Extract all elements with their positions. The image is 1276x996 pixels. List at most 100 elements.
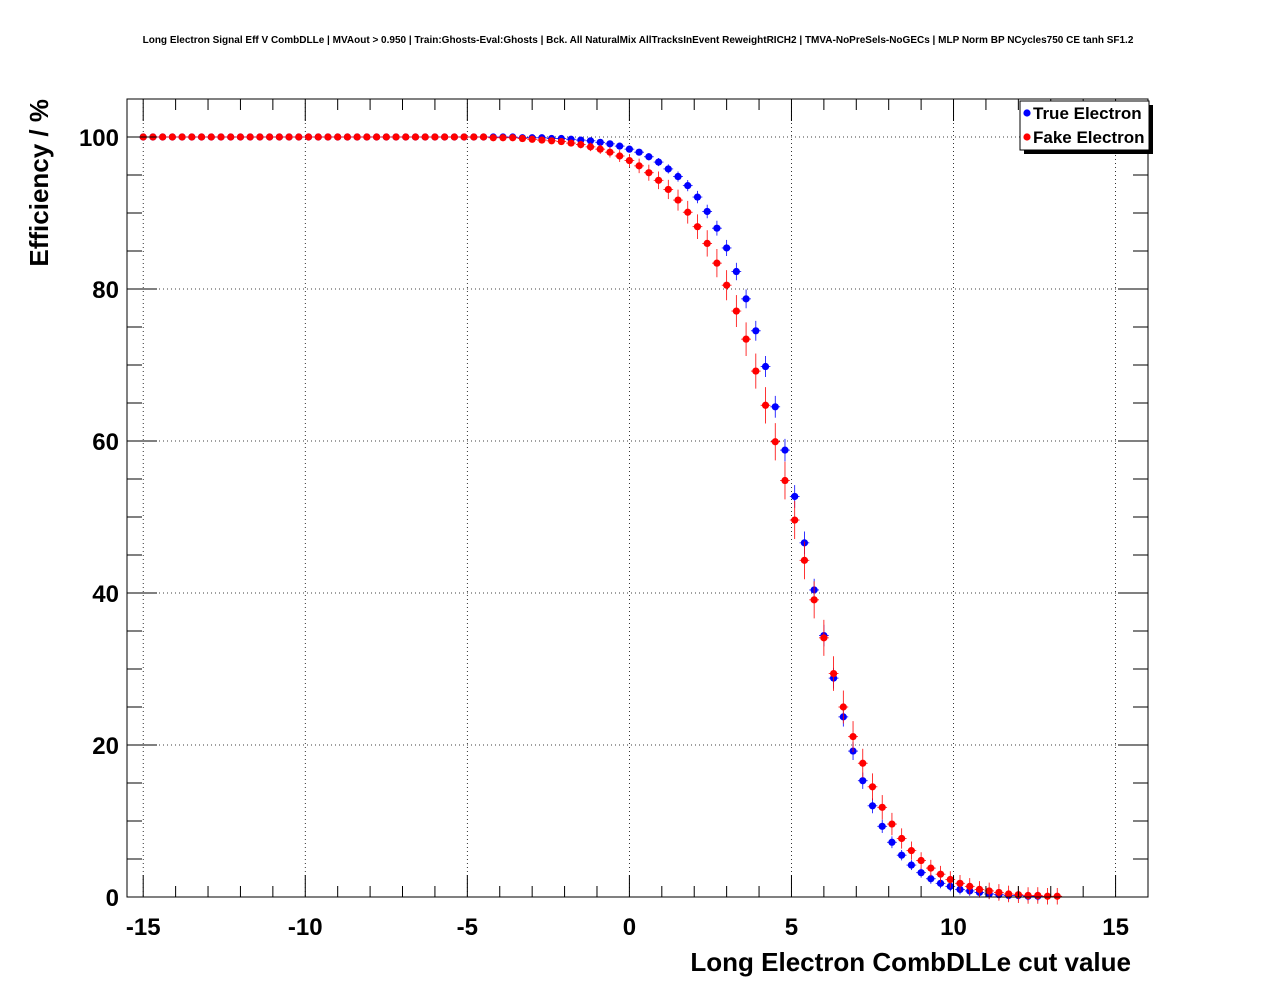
data-point bbox=[217, 133, 225, 141]
data-point bbox=[654, 176, 663, 184]
data-point bbox=[489, 134, 497, 142]
data-point bbox=[518, 134, 527, 143]
data-point bbox=[684, 208, 692, 216]
data-point bbox=[898, 851, 906, 859]
legend-label-fake-electron: Fake Electron bbox=[1033, 128, 1145, 147]
data-point bbox=[888, 838, 896, 846]
data-point bbox=[703, 207, 711, 216]
data-point bbox=[1053, 892, 1061, 900]
data-point bbox=[625, 156, 633, 165]
chart-title: Long Electron Signal Eff V CombDLLe | MV… bbox=[143, 35, 1134, 46]
data-point bbox=[917, 869, 925, 877]
x-tick-label: 0 bbox=[623, 914, 636, 941]
data-point bbox=[917, 856, 925, 865]
data-point bbox=[411, 133, 420, 141]
data-point bbox=[159, 133, 167, 141]
x-tick-label: -15 bbox=[126, 914, 161, 941]
data-point bbox=[800, 556, 809, 564]
data-point bbox=[898, 834, 906, 843]
data-point bbox=[645, 169, 653, 177]
data-point bbox=[859, 759, 867, 767]
data-point bbox=[693, 223, 702, 231]
data-point bbox=[975, 885, 984, 894]
data-point bbox=[907, 861, 915, 869]
data-point bbox=[936, 870, 945, 878]
data-point bbox=[791, 516, 799, 524]
data-point bbox=[888, 820, 896, 828]
data-point bbox=[207, 133, 215, 141]
data-point bbox=[829, 669, 838, 678]
data-point bbox=[353, 133, 361, 141]
x-tick-label: 15 bbox=[1102, 914, 1129, 941]
legend-marker-fake-electron bbox=[1023, 133, 1031, 141]
data-point bbox=[372, 133, 381, 141]
x-axis-title: Long Electron CombDLLe cut value bbox=[690, 947, 1131, 977]
data-point bbox=[966, 882, 974, 890]
plot-frame bbox=[126, 98, 1149, 898]
data-point bbox=[878, 803, 886, 811]
data-point bbox=[499, 134, 507, 142]
x-tick-label: -10 bbox=[288, 914, 323, 941]
data-point bbox=[557, 137, 565, 146]
data-point bbox=[586, 143, 595, 151]
data-point bbox=[713, 259, 721, 267]
data-point bbox=[771, 403, 779, 411]
data-point bbox=[664, 165, 672, 173]
data-point bbox=[859, 777, 867, 785]
data-point bbox=[460, 133, 468, 141]
data-point bbox=[761, 362, 770, 371]
y-tick-label: 40 bbox=[92, 581, 119, 608]
data-point bbox=[538, 136, 546, 144]
data-point bbox=[509, 134, 517, 142]
data-point bbox=[616, 142, 624, 150]
data-point bbox=[606, 140, 614, 148]
data-point bbox=[227, 133, 235, 141]
y-tick-label: 0 bbox=[106, 885, 119, 912]
data-point bbox=[693, 193, 702, 201]
data-point bbox=[927, 875, 935, 883]
data-point bbox=[450, 133, 458, 141]
axis-ticks: -15 -10 -5 0 5 10 15 0 20 40 60 80 100 bbox=[79, 98, 1148, 941]
data-point bbox=[197, 133, 206, 141]
data-point bbox=[839, 703, 847, 711]
data-points bbox=[138, 133, 1063, 905]
data-point bbox=[256, 133, 264, 141]
data-point bbox=[246, 133, 254, 141]
data-point bbox=[849, 733, 857, 741]
data-point bbox=[927, 864, 935, 872]
data-point bbox=[178, 133, 186, 141]
data-point bbox=[946, 875, 954, 884]
data-point bbox=[674, 196, 682, 204]
data-point bbox=[732, 267, 740, 276]
data-point bbox=[441, 133, 449, 141]
data-point bbox=[392, 133, 400, 141]
data-point bbox=[577, 141, 585, 149]
data-point bbox=[742, 295, 750, 303]
y-tick-label: 80 bbox=[92, 277, 119, 304]
data-point bbox=[684, 182, 692, 190]
data-point bbox=[236, 133, 245, 141]
grid-lines bbox=[127, 99, 1148, 898]
data-point bbox=[1034, 891, 1042, 900]
data-point bbox=[334, 133, 342, 141]
legend-box bbox=[1019, 100, 1150, 151]
data-point bbox=[936, 879, 945, 887]
data-point bbox=[188, 133, 196, 141]
data-point bbox=[752, 367, 760, 375]
data-point bbox=[616, 152, 624, 160]
series-fake-electron bbox=[138, 133, 1063, 905]
y-axis-title: Efficiency / % bbox=[24, 99, 54, 267]
data-point bbox=[868, 783, 877, 791]
data-point bbox=[742, 335, 750, 343]
data-point bbox=[752, 327, 760, 335]
x-tick-label: 5 bbox=[785, 914, 798, 941]
data-point bbox=[810, 596, 818, 604]
data-point bbox=[878, 822, 886, 830]
data-point bbox=[625, 145, 633, 153]
data-point bbox=[732, 307, 740, 315]
data-point bbox=[703, 239, 711, 247]
data-point bbox=[567, 139, 575, 147]
data-point bbox=[285, 133, 293, 141]
data-point bbox=[402, 133, 410, 141]
